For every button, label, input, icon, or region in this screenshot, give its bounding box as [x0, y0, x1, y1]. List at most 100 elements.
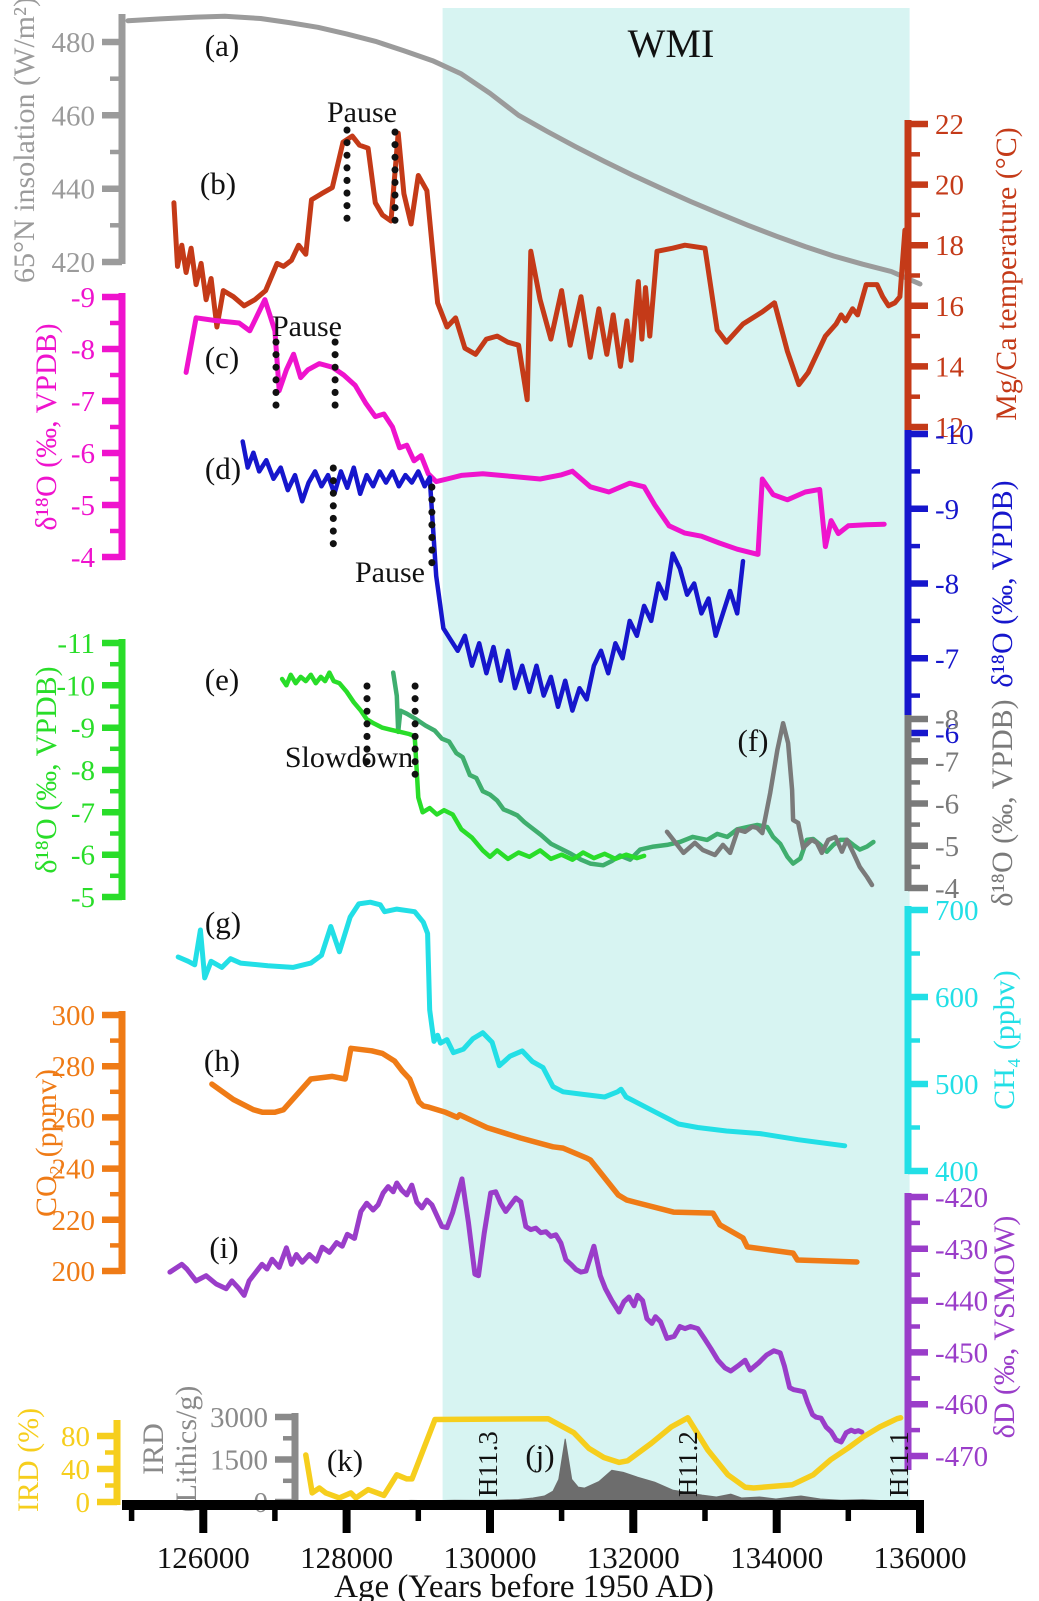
- text-label: -6: [71, 840, 95, 872]
- text-label: 480: [52, 27, 96, 59]
- panel-label-i: (i): [209, 1230, 238, 1265]
- text-label: 0: [76, 1487, 91, 1519]
- text-label: 1500: [210, 1445, 268, 1477]
- text-label: Pause: [355, 556, 425, 589]
- text-label: -8: [935, 704, 959, 736]
- text-label: 22: [935, 109, 964, 141]
- series-dD: [167, 1176, 865, 1445]
- text-label: -7: [71, 386, 95, 418]
- text-label: -5: [935, 831, 959, 863]
- text-label: 126000: [157, 1540, 250, 1575]
- panel-label-e: (e): [205, 662, 239, 697]
- axis-mgca: 22 20 18 16 14 12 Mg/Ca temperature (°C): [904, 109, 1023, 444]
- text-label: 440: [52, 174, 96, 206]
- text-label: 420: [52, 247, 96, 279]
- text-label: Pause: [272, 310, 342, 343]
- text-label: -7: [935, 746, 959, 778]
- text-label: -4: [71, 542, 96, 574]
- text-label: -9: [71, 282, 95, 314]
- text-label: -9: [71, 713, 95, 745]
- text-label: 14: [935, 351, 965, 383]
- axis-title-dD: δD (‰, VSMOW): [988, 1216, 1021, 1439]
- wmi-label: WMI: [628, 21, 715, 66]
- text-label: -4: [935, 873, 960, 905]
- text-label: -5: [71, 882, 95, 914]
- text-label: -8: [71, 334, 95, 366]
- axis-title-f18o: δ¹⁸O (‰, VPDB): [986, 699, 1019, 906]
- text-label: -450: [935, 1337, 988, 1369]
- text-label: 220: [52, 1205, 96, 1237]
- series-f18o: [664, 720, 875, 888]
- panel-label-d: (d): [205, 451, 241, 486]
- text-label: -6: [71, 438, 95, 470]
- series-insolation: [125, 13, 923, 287]
- x-axis-title: Age (Years before 1950 AD): [334, 1569, 714, 1601]
- axis-title-lithics: IRD: [137, 1423, 170, 1475]
- text-label: -5: [71, 490, 95, 522]
- text-label: 136000: [874, 1540, 967, 1575]
- axis-f18o: -8-7-6-5-4 δ¹⁸O (‰, VPDB): [904, 699, 1019, 907]
- wmi-band: [442, 8, 910, 1501]
- text-label: 132000: [587, 1540, 680, 1575]
- text-label: 260: [52, 1102, 96, 1134]
- text-label: -430: [935, 1234, 988, 1266]
- panel-label-j: (j): [525, 1438, 554, 1473]
- text-label: 134000: [730, 1540, 823, 1575]
- text-label: 300: [52, 1000, 96, 1032]
- text-label: 16: [935, 291, 964, 323]
- text-label: -6: [935, 718, 959, 750]
- text-label: 12: [935, 412, 964, 444]
- axis-title-insolation: 65°N insolation (W/m²): [8, 0, 41, 283]
- axis-co2: 300 280 260 240 220 200 CO₂ (ppmv): [30, 1000, 126, 1288]
- series-e18o-light: [279, 670, 647, 862]
- panel-label-b: (b): [200, 166, 236, 201]
- text-label: 700: [935, 895, 979, 927]
- panel-label-f: (f): [738, 723, 769, 758]
- series-d18o: [240, 439, 746, 713]
- text-label: 130000: [444, 1540, 537, 1575]
- text-label: -8: [71, 755, 95, 787]
- text-label: Slowdown: [285, 741, 413, 774]
- axis-title-e18o: δ¹⁸O (‰, VPDB): [30, 666, 63, 873]
- text-label: -420: [935, 1182, 988, 1214]
- annotation-pause-b: Pause: [327, 96, 399, 228]
- series-ird-pct: [303, 1415, 904, 1501]
- series-mgca: [171, 130, 908, 403]
- text-label: -10: [56, 670, 95, 702]
- text-label: 80: [61, 1421, 90, 1453]
- panel-label-a: (a): [205, 28, 239, 63]
- text-label: -9: [935, 494, 959, 526]
- x-axis: 126000 128000 130000 132000 134000 136000 Age …: [122, 1500, 967, 1601]
- axis-insolation: 480 460 440 420 65°N insolation (W/m²): [8, 0, 126, 283]
- text-label: Pause: [327, 96, 397, 129]
- text-label: 460: [52, 100, 96, 132]
- axis-title-co2: CO₂ (ppmv): [30, 1069, 63, 1217]
- text-label: -8: [935, 569, 959, 601]
- text-label: -440: [935, 1286, 988, 1318]
- axis-lithics: 300015000IRD(Lithics/g): [137, 1386, 299, 1519]
- text-label: 20: [935, 170, 964, 202]
- axis-d18o: -10 -9 -8 -7 -6 δ¹⁸O (‰, VPDB): [904, 419, 1019, 750]
- text-label: 200: [52, 1256, 96, 1288]
- text-label: -11: [57, 628, 95, 660]
- text-label: 600: [935, 982, 979, 1014]
- axis-ch4: 700 600 500 400 CH₄ (ppbv): [904, 895, 1021, 1188]
- text-label: 18: [935, 230, 964, 262]
- panel-label-g: (g): [205, 905, 241, 940]
- text-label: -470: [935, 1441, 988, 1473]
- event-label-H11.3: H11.3: [473, 1431, 503, 1497]
- annotation-pause-d: Pause: [329, 464, 436, 589]
- axis-title-mgca: Mg/Ca temperature (°C): [990, 127, 1023, 421]
- text-label: -6: [935, 789, 959, 821]
- text-label: -7: [935, 643, 959, 675]
- text-label: -460: [935, 1389, 988, 1421]
- panel-label-k: (k): [327, 1443, 363, 1478]
- text-label: 240: [52, 1154, 96, 1186]
- annotation-pause-c: Pause: [272, 310, 342, 417]
- text-label: 128000: [300, 1540, 393, 1575]
- annotation-slowdown: Slowdown: [285, 682, 419, 782]
- axis-title-d18o: δ¹⁸O (‰, VPDB): [986, 480, 1019, 687]
